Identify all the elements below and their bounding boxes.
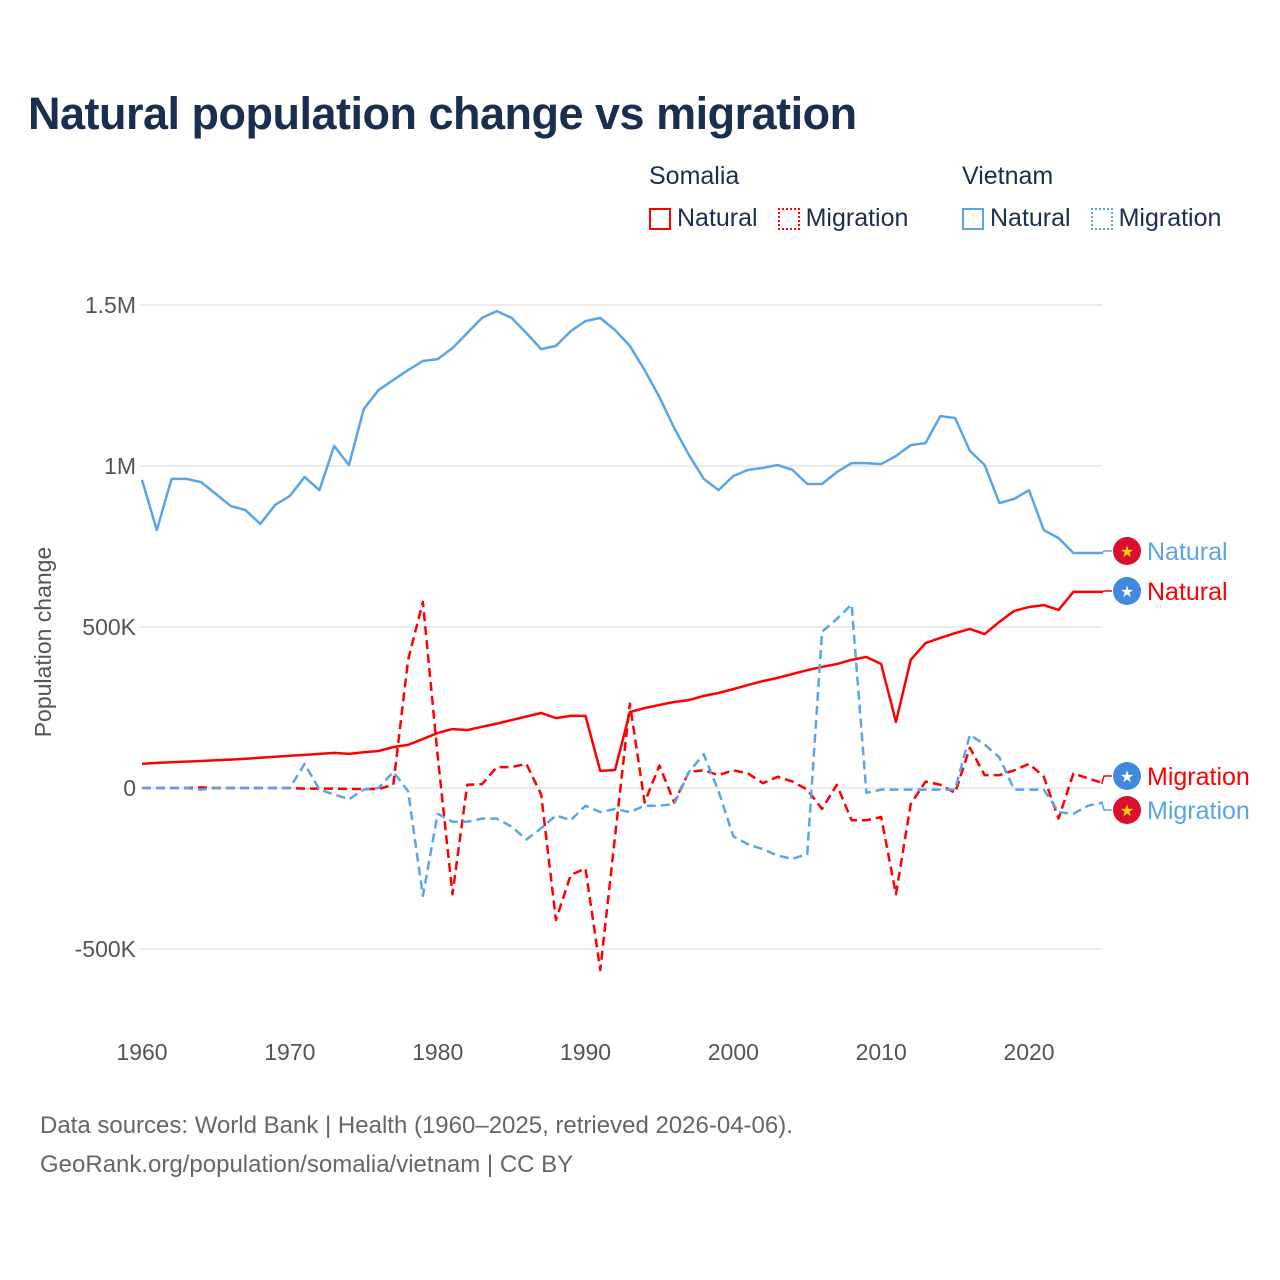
y-axis-label: Population change (30, 547, 56, 738)
vietnam-flag-icon (1113, 537, 1141, 565)
legend-swatch-solid (649, 207, 671, 230)
legend-label: Natural (677, 204, 758, 232)
x-tick-label: 1970 (264, 1039, 315, 1065)
x-tick-label: 1980 (412, 1039, 463, 1065)
end-label: Migration (1147, 763, 1250, 791)
series-line (141, 590, 1103, 773)
legend-label: Migration (805, 204, 909, 232)
series-line (142, 603, 1104, 898)
label-connector (1100, 550, 1112, 554)
legend-item-vietnam-migration[interactable]: Migration (1090, 204, 1222, 233)
star-icon: ★ (1120, 803, 1134, 820)
somalia-flag-icon (1113, 577, 1141, 605)
series-somalia-migration: ★ Migration (142, 600, 1250, 972)
y-tick-label: 500K (82, 614, 136, 640)
end-label: Natural (1147, 578, 1228, 606)
x-tick-label: 1990 (560, 1039, 611, 1065)
end-label: Migration (1147, 797, 1250, 825)
series-line (140, 309, 1103, 555)
x-tick-label: 2010 (856, 1039, 907, 1065)
star-icon: ★ (1120, 769, 1134, 786)
series-vietnam-natural: ★ Natural (140, 309, 1228, 566)
end-label: Natural (1147, 538, 1228, 566)
label-connector (1101, 801, 1112, 811)
y-tick-label: 1M (104, 453, 136, 479)
legend-group-somalia: Somalia Natural Migration (649, 162, 908, 233)
y-tick-label: -500K (75, 936, 137, 962)
series-somalia-natural: ★ Natural (141, 577, 1228, 773)
label-connector (1101, 590, 1112, 593)
x-tick-label: 2020 (1003, 1039, 1054, 1065)
y-tick-label: 0 (123, 775, 136, 801)
legend-group-vietnam: Vietnam Natural Migration (962, 162, 1221, 233)
legend-label: Natural (990, 204, 1071, 232)
somalia-flag-icon (1113, 762, 1141, 790)
legend-item-somalia-natural[interactable]: Natural (649, 204, 758, 233)
legend-label: Migration (1118, 204, 1222, 232)
legend-swatch-solid (962, 207, 984, 230)
footer-sources: Data sources: World Bank | Health (1960–… (40, 1112, 793, 1139)
chart-title: Natural population change vs migration (28, 88, 857, 139)
star-icon: ★ (1120, 544, 1134, 561)
legend-item-somalia-migration[interactable]: Migration (777, 204, 909, 233)
series-vietnam-migration: ★ Migration (142, 603, 1250, 898)
legend-country-label: Somalia (649, 162, 740, 190)
series-line (142, 600, 1104, 972)
star-icon: ★ (1120, 584, 1134, 601)
legend-swatch-dotted (777, 207, 800, 230)
x-tick-label: 2000 (708, 1039, 759, 1065)
footer: Data sources: World Bank | Health (1960–… (40, 1106, 793, 1184)
y-tick-label: 1.5M (85, 292, 136, 318)
legend-swatch-dotted (1090, 207, 1113, 230)
legend-country-label: Vietnam (962, 162, 1054, 190)
footer-attribution[interactable]: GeoRank.org/population/somalia/vietnam |… (40, 1151, 574, 1178)
x-tick-label: 1960 (116, 1039, 167, 1065)
label-connector (1101, 775, 1112, 784)
vietnam-flag-icon (1113, 796, 1141, 824)
legend-item-vietnam-natural[interactable]: Natural (962, 204, 1071, 233)
